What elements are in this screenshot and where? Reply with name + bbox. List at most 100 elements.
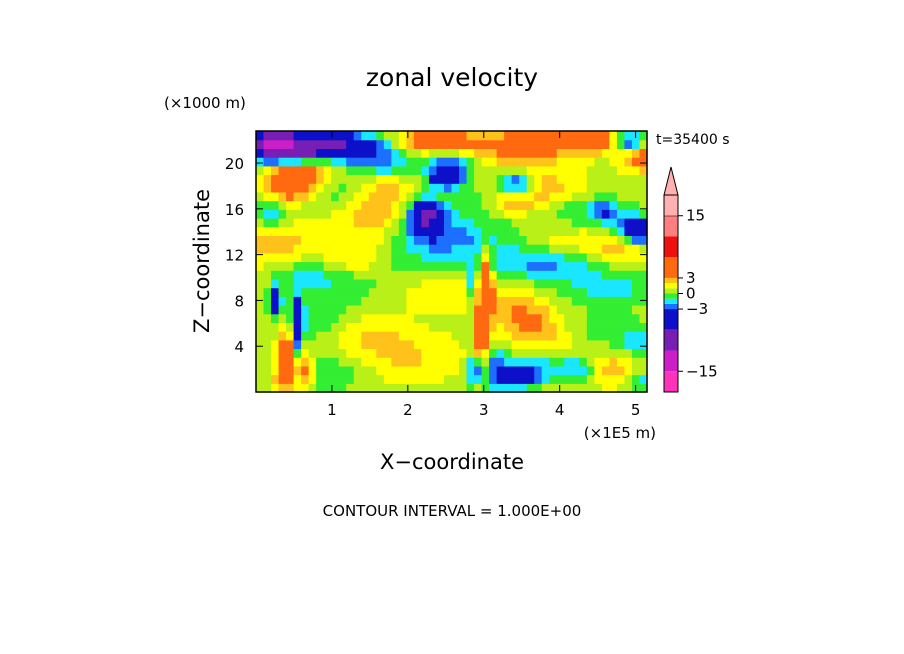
field-cell	[308, 331, 317, 341]
field-cell	[278, 331, 287, 341]
field-cell	[586, 278, 595, 289]
field-cell	[601, 218, 610, 228]
field-cell	[391, 357, 400, 367]
field-cell	[639, 365, 648, 376]
field-cell	[278, 200, 287, 210]
field-cell	[278, 339, 287, 350]
field-cell	[353, 218, 362, 228]
field-cell	[443, 226, 453, 236]
field-cell	[466, 148, 475, 158]
field-cell	[353, 183, 362, 193]
field-cell	[338, 183, 347, 193]
field-cell	[451, 200, 460, 210]
field-cell	[361, 374, 370, 384]
field-cell	[376, 270, 385, 280]
field-cell	[624, 183, 633, 193]
field-cell	[361, 209, 370, 219]
field-cell	[271, 218, 280, 228]
field-cell	[353, 322, 362, 332]
field-cell	[331, 252, 340, 263]
field-cell	[278, 139, 287, 149]
field-cell	[436, 287, 445, 297]
field-cell	[376, 148, 385, 158]
field-cell	[361, 226, 370, 236]
field-cell	[376, 322, 385, 332]
field-cell	[331, 287, 340, 297]
field-cell	[398, 270, 407, 280]
field-cell	[353, 191, 362, 202]
field-cell	[368, 183, 377, 193]
field-cell	[316, 322, 325, 332]
field-cell	[466, 218, 475, 228]
field-cell	[421, 339, 430, 350]
field-cell	[331, 261, 340, 271]
field-cell	[534, 183, 543, 193]
field-cell	[301, 305, 310, 315]
field-cell	[293, 270, 302, 280]
field-cell	[338, 278, 347, 289]
field-cell	[556, 174, 565, 184]
field-cell	[511, 244, 520, 254]
field-cell	[586, 322, 595, 332]
field-cell	[383, 174, 392, 184]
field-cell	[601, 174, 610, 184]
field-cell	[609, 322, 618, 332]
field-cell	[511, 148, 520, 158]
field-cell	[504, 383, 513, 393]
field-cell	[383, 331, 392, 341]
field-cell	[594, 131, 603, 141]
field-cell	[459, 131, 468, 141]
field-cell	[459, 374, 468, 384]
field-cell	[579, 261, 588, 271]
field-cell	[383, 365, 392, 376]
field-cell	[556, 244, 565, 254]
field-cell	[301, 365, 310, 376]
field-cell	[346, 157, 355, 167]
colorbar-tick-label: 15	[686, 207, 705, 225]
field-cell	[451, 331, 460, 341]
field-cell	[571, 383, 580, 393]
field-cell	[368, 235, 377, 245]
field-cell	[556, 131, 565, 141]
field-cell	[609, 270, 618, 280]
field-cell	[541, 383, 550, 393]
field-cell	[459, 261, 468, 271]
field-cell	[451, 139, 460, 149]
field-cell	[316, 148, 325, 158]
field-cell	[286, 131, 295, 141]
field-cell	[391, 287, 400, 297]
field-cell	[601, 252, 610, 263]
field-cell	[256, 365, 265, 376]
field-cell	[624, 174, 633, 184]
field-cell	[519, 148, 528, 158]
field-cell	[586, 339, 595, 350]
field-cell	[443, 374, 453, 384]
field-cell	[504, 200, 513, 210]
field-cell	[564, 305, 573, 315]
field-cell	[383, 252, 392, 263]
field-cell	[616, 139, 626, 149]
field-cell	[549, 331, 558, 341]
field-cell	[331, 278, 340, 289]
field-cell	[436, 183, 445, 193]
field-cell	[466, 226, 475, 236]
field-cell	[481, 139, 490, 149]
field-cell	[421, 374, 430, 384]
field-cell	[526, 305, 535, 315]
field-cell	[459, 331, 468, 341]
field-cell	[601, 157, 610, 167]
field-cell	[368, 296, 377, 306]
field-cell	[489, 296, 498, 306]
field-cell	[421, 139, 430, 149]
field-cell	[368, 252, 377, 263]
field-cell	[481, 365, 490, 376]
field-cell	[451, 226, 460, 236]
field-cell	[624, 200, 633, 210]
field-cell	[631, 244, 641, 254]
field-cell	[526, 383, 535, 393]
field-cell	[308, 252, 317, 263]
field-cell	[308, 261, 317, 271]
field-cell	[564, 331, 573, 341]
field-cell	[481, 209, 490, 219]
field-cell	[556, 331, 565, 341]
